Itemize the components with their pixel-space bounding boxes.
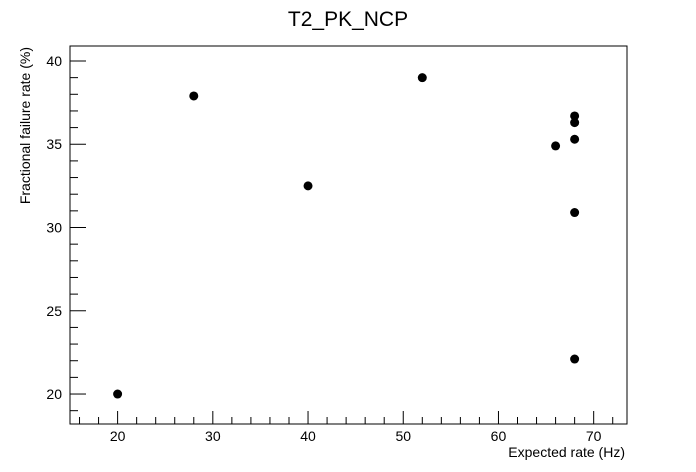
data-point <box>189 91 199 101</box>
data-point <box>570 134 580 144</box>
x-tick-label: 20 <box>110 428 126 444</box>
axis-ticks: 20 30 40 50 60 70 20 25 30 35 40 <box>46 53 614 444</box>
data-point <box>551 141 561 151</box>
y-tick-label: 25 <box>46 303 62 319</box>
data-point <box>417 73 427 83</box>
y-axis-label: Fractional failure rate (%) <box>17 47 33 204</box>
x-tick-label: 30 <box>205 428 221 444</box>
x-axis-label: Expected rate (Hz) <box>508 444 625 460</box>
data-point <box>570 111 580 121</box>
x-tick-label: 40 <box>300 428 316 444</box>
data-point <box>303 181 313 191</box>
data-point <box>570 208 580 218</box>
data-point <box>113 389 123 399</box>
y-tick-label: 30 <box>46 220 62 236</box>
x-tick-label: 70 <box>586 428 602 444</box>
plot-frame <box>69 45 628 425</box>
y-tick-label: 20 <box>46 386 62 402</box>
y-tick-label: 35 <box>46 136 62 152</box>
data-point <box>570 118 580 128</box>
y-tick-label: 40 <box>46 53 62 69</box>
data-point <box>570 354 580 364</box>
x-tick-label: 50 <box>395 428 411 444</box>
chart-title: T2_PK_NCP <box>288 8 408 31</box>
data-points <box>113 73 580 399</box>
x-tick-label: 60 <box>491 428 507 444</box>
